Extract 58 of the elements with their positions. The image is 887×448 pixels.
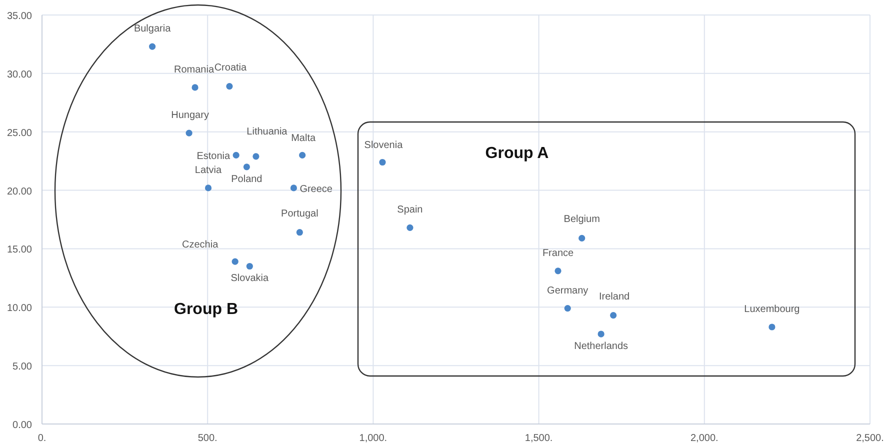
point: [204, 184, 212, 192]
point: [610, 312, 617, 319]
annotation: Group A: [485, 145, 550, 162]
series-label: Greece: [300, 184, 333, 195]
series-label: France: [542, 248, 574, 259]
x-tick-label: 500.: [198, 433, 218, 444]
point: [296, 229, 303, 236]
point: [554, 268, 562, 274]
point: [232, 152, 240, 159]
series-label: Portugal: [281, 208, 318, 220]
x-tick-label: 2,500.: [856, 433, 884, 444]
y-tick-label: 35.00: [6, 11, 32, 22]
series-label: Estonia: [196, 151, 231, 162]
point: [578, 234, 586, 242]
y-tick-label: 5.00: [12, 362, 32, 373]
series-label: Netherlands: [574, 341, 628, 352]
series-label: Slovenia: [364, 140, 404, 152]
y-tick-label: 10.00: [6, 303, 32, 314]
point: [243, 164, 250, 170]
x-tick-label: 2,000.: [690, 433, 718, 444]
series-label: Croatia: [214, 62, 248, 74]
series-label: Czechia: [182, 240, 219, 251]
series-label: Hungary: [171, 110, 209, 122]
x-tick-label: 1,000.: [359, 433, 388, 444]
y-tick-label: 15.00: [6, 244, 32, 256]
point: [148, 43, 156, 50]
series-label: Lithuania: [246, 126, 288, 138]
y-tick-label: 25.00: [6, 128, 32, 139]
series-label: Germany: [547, 285, 588, 296]
annotation: Group B: [174, 301, 238, 318]
y-tick-label: 0.00: [12, 420, 32, 431]
y-tick-label: 30.00: [6, 69, 32, 80]
point: [564, 305, 571, 312]
x-tick-label: 1,500.: [524, 433, 553, 444]
point: [290, 184, 298, 192]
point: [379, 158, 386, 166]
point: [598, 330, 604, 338]
x-tick-label: 0.: [38, 433, 46, 444]
series-label: Belgium: [564, 214, 600, 226]
point: [299, 152, 306, 159]
series-label: Spain: [397, 204, 423, 216]
point: [246, 262, 253, 270]
series-label: Bulgaria: [134, 24, 172, 35]
series-label: Romania: [174, 64, 214, 76]
point: [226, 82, 233, 90]
point: [252, 153, 260, 160]
series-label: Latvia: [194, 164, 222, 176]
point: [768, 324, 776, 330]
series-label: Ireland: [599, 291, 630, 302]
point: [192, 84, 198, 91]
series-label: Slovakia: [230, 273, 269, 284]
point: [406, 224, 414, 231]
series-label: Luxembourg: [744, 304, 800, 316]
point: [186, 130, 192, 136]
series-label: Poland: [231, 174, 262, 185]
point: [232, 258, 238, 265]
series-label: Malta: [291, 133, 316, 144]
y-tick-label: 20.00: [6, 186, 32, 198]
